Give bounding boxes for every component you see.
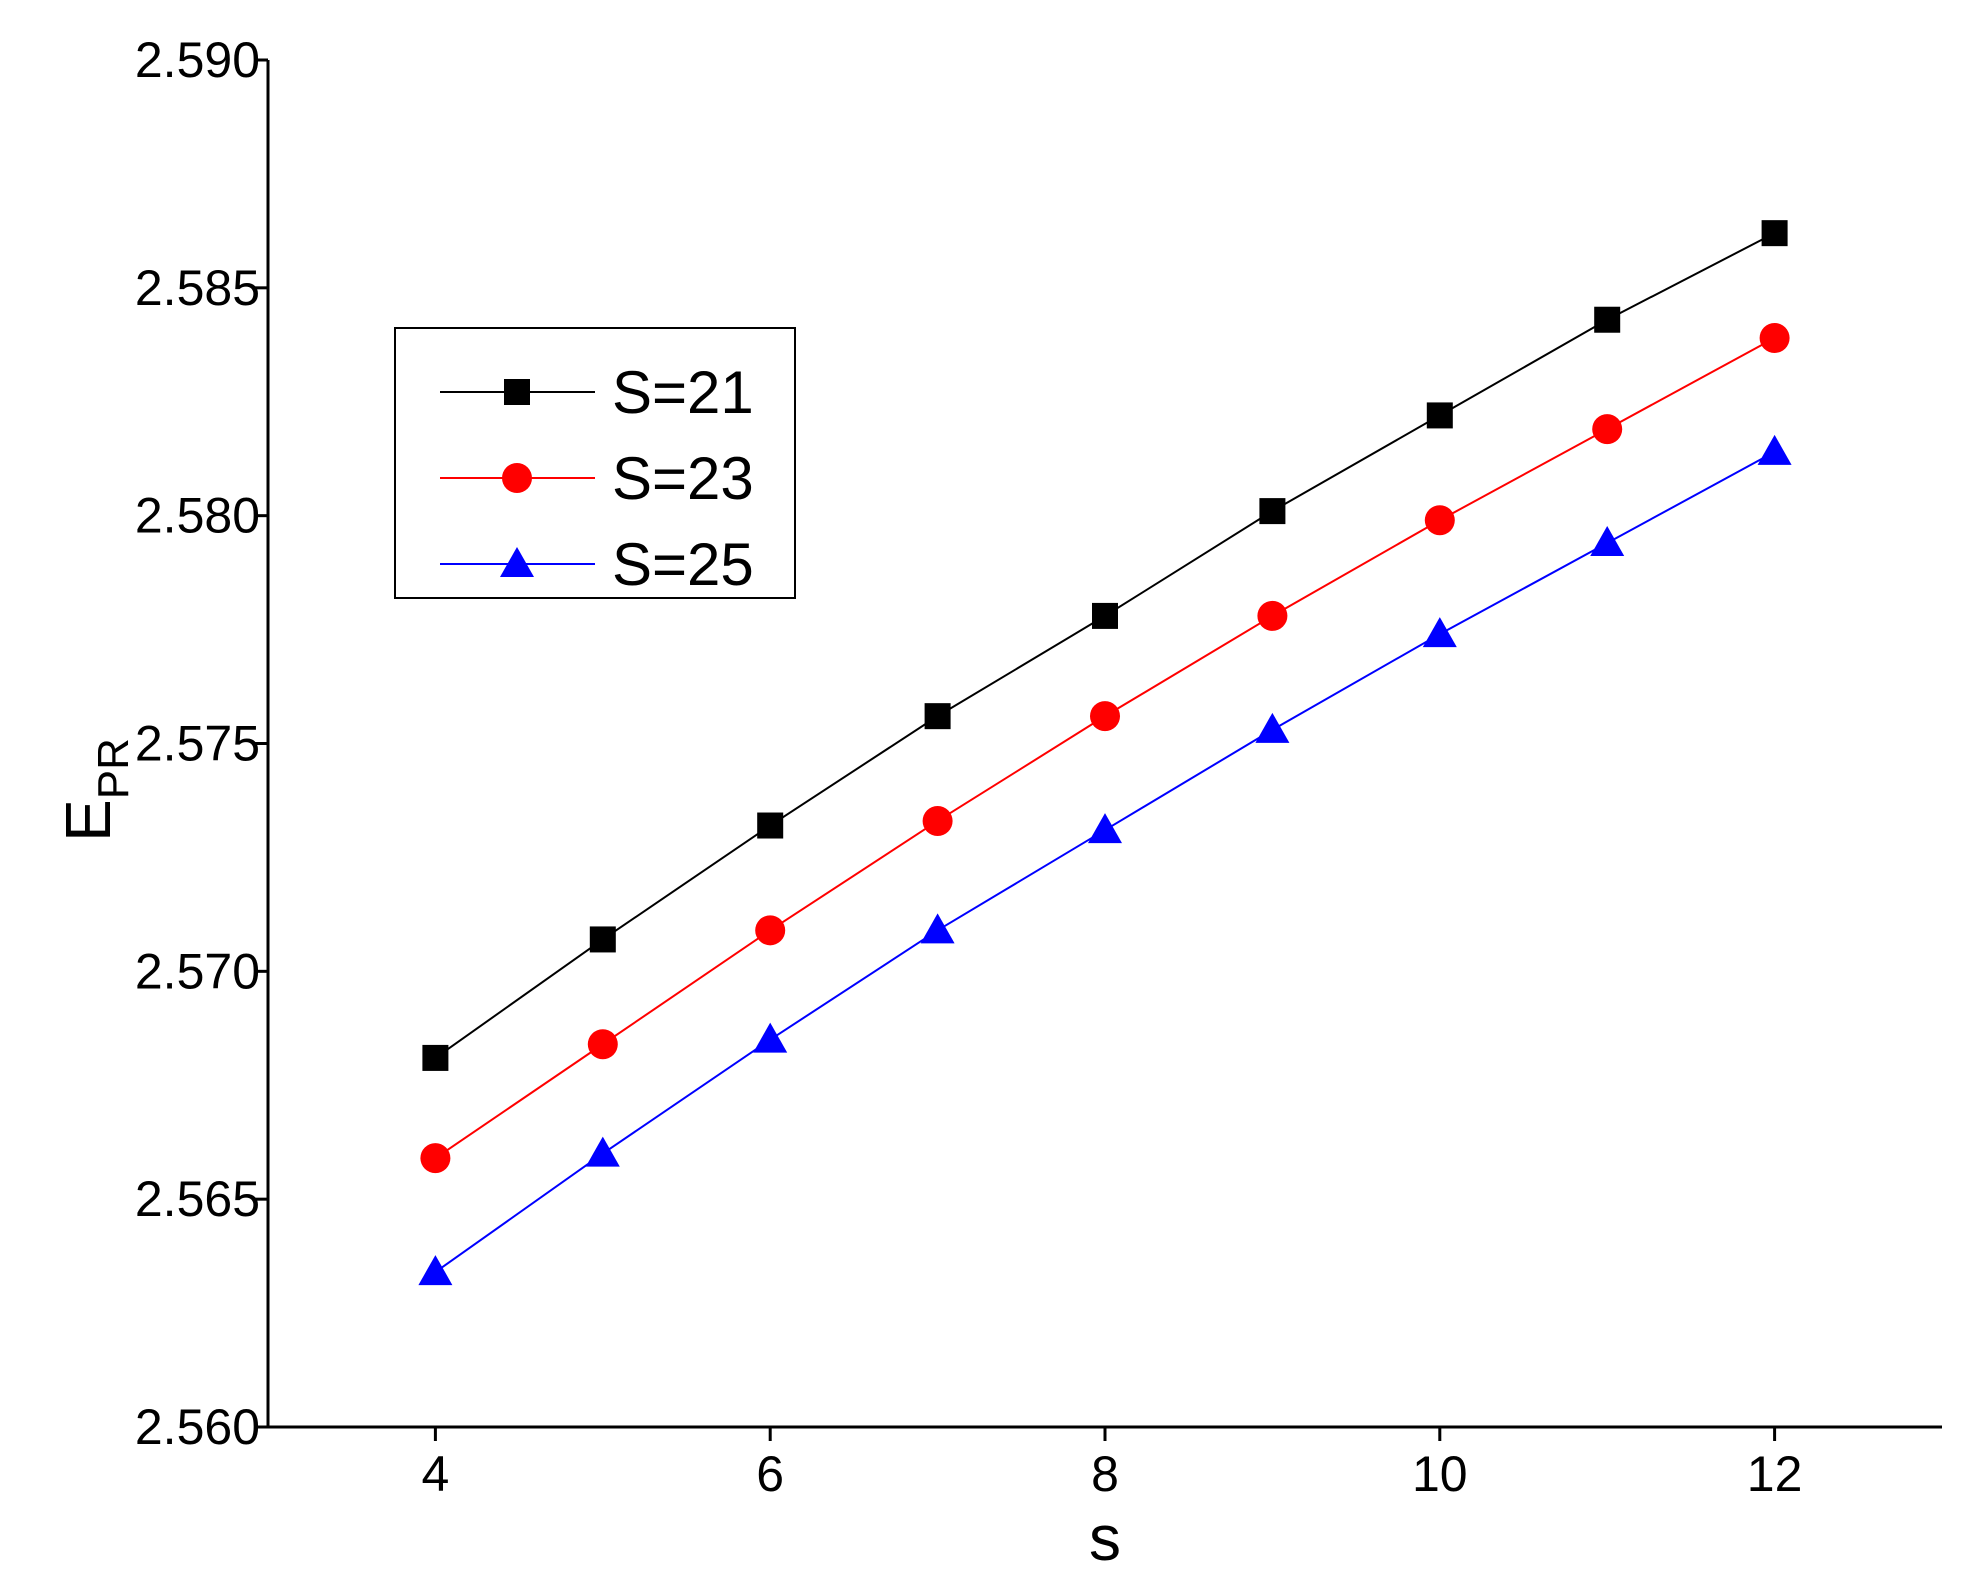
- data-point: [587, 1029, 618, 1060]
- series-layer: [418, 220, 1792, 1286]
- data-point: [422, 1044, 449, 1071]
- data-point: [420, 1143, 451, 1174]
- data-point: [922, 805, 953, 836]
- data-point: [1757, 434, 1792, 465]
- data-point: [1255, 712, 1290, 743]
- legend-marker: [502, 463, 532, 493]
- legend-label: S=23: [612, 445, 754, 512]
- y-tick-label: 2.560: [135, 1399, 260, 1455]
- y-ticks: 2.560 2.565 2.570 2.575 2.580 2.585 2.590: [135, 32, 268, 1455]
- y-tick-label: 2.565: [135, 1171, 260, 1227]
- data-point: [1259, 498, 1286, 525]
- y-axis-title-main: E: [52, 799, 124, 842]
- svg-text:EPR: EPR: [52, 738, 138, 842]
- data-point: [1594, 306, 1621, 333]
- data-point: [1090, 701, 1120, 732]
- series-S=21: [422, 220, 1788, 1071]
- data-point: [1424, 505, 1455, 536]
- x-axis-title: s: [1089, 1502, 1121, 1574]
- data-point: [1422, 617, 1457, 648]
- legend-label: S=21: [612, 359, 754, 426]
- data-point: [589, 926, 616, 953]
- x-tick-label: 6: [756, 1446, 784, 1502]
- x-tick-label: 4: [421, 1446, 449, 1502]
- x-tick-label: 10: [1412, 1446, 1468, 1502]
- legend-item: S=23: [440, 445, 754, 512]
- axes: [266, 60, 1942, 1429]
- x-ticks: 4 6 8 10 12: [421, 1427, 1802, 1502]
- x-tick-label: 8: [1091, 1446, 1119, 1502]
- data-point: [585, 1136, 620, 1167]
- series-S=23: [420, 322, 1790, 1174]
- data-point: [1257, 600, 1288, 631]
- y-tick-label: 2.580: [135, 488, 260, 544]
- legend-label: S=25: [612, 531, 754, 598]
- y-axis-title-sub: PR: [89, 738, 138, 799]
- legend-item: S=21: [440, 359, 754, 426]
- data-point: [418, 1255, 453, 1286]
- y-tick-label: 2.570: [135, 943, 260, 999]
- y-axis-title: EPR: [52, 738, 138, 842]
- legend: S=21 S=23 S=25: [394, 327, 796, 599]
- legend-marker: [500, 547, 534, 577]
- data-point: [1426, 402, 1453, 429]
- data-point: [757, 812, 784, 839]
- y-tick-label: 2.585: [135, 260, 260, 316]
- legend-marker: [504, 379, 530, 405]
- data-point: [920, 913, 955, 944]
- data-point: [924, 703, 951, 730]
- legend-items: S=21 S=23 S=25: [440, 359, 754, 598]
- legend-box: [394, 327, 796, 599]
- x-tick-label: 12: [1747, 1446, 1803, 1502]
- data-point: [753, 1022, 788, 1053]
- data-point: [1590, 526, 1625, 557]
- data-point: [755, 915, 786, 946]
- data-point: [1592, 414, 1623, 445]
- series-S=25: [418, 434, 1792, 1286]
- data-point: [1092, 602, 1118, 629]
- data-point: [1759, 322, 1790, 353]
- y-tick-label: 2.575: [135, 716, 260, 772]
- data-point: [1088, 813, 1122, 844]
- data-point: [1761, 220, 1788, 247]
- legend-item: S=25: [440, 531, 754, 598]
- y-tick-label: 2.590: [135, 32, 260, 88]
